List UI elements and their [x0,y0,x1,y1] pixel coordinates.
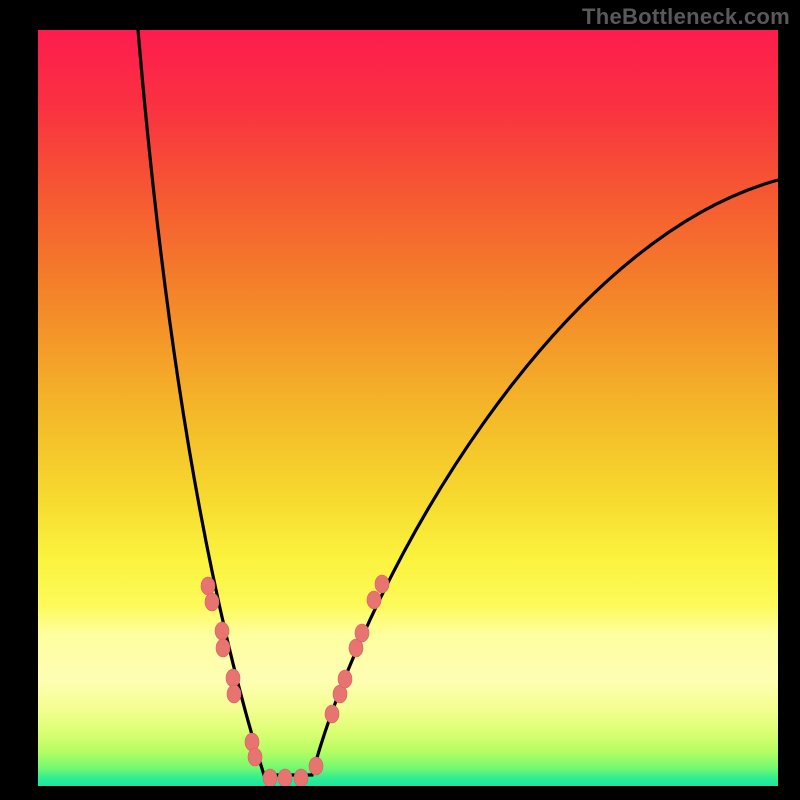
data-point [278,769,292,786]
data-point [205,593,219,611]
data-point [263,769,277,786]
data-point [294,769,308,786]
data-point [375,575,389,593]
data-point [309,757,323,775]
data-point [367,591,381,609]
data-point [201,577,215,595]
chart-canvas: TheBottleneck.com [0,0,800,800]
data-point [325,705,339,723]
watermark-text: TheBottleneck.com [582,4,790,30]
data-point [355,624,369,642]
data-point [216,639,230,657]
data-point [215,622,229,640]
data-point [227,685,241,703]
plot-svg [38,30,778,786]
data-point [226,669,240,687]
data-point [338,670,352,688]
data-point [248,748,262,766]
plot-area [38,30,778,786]
